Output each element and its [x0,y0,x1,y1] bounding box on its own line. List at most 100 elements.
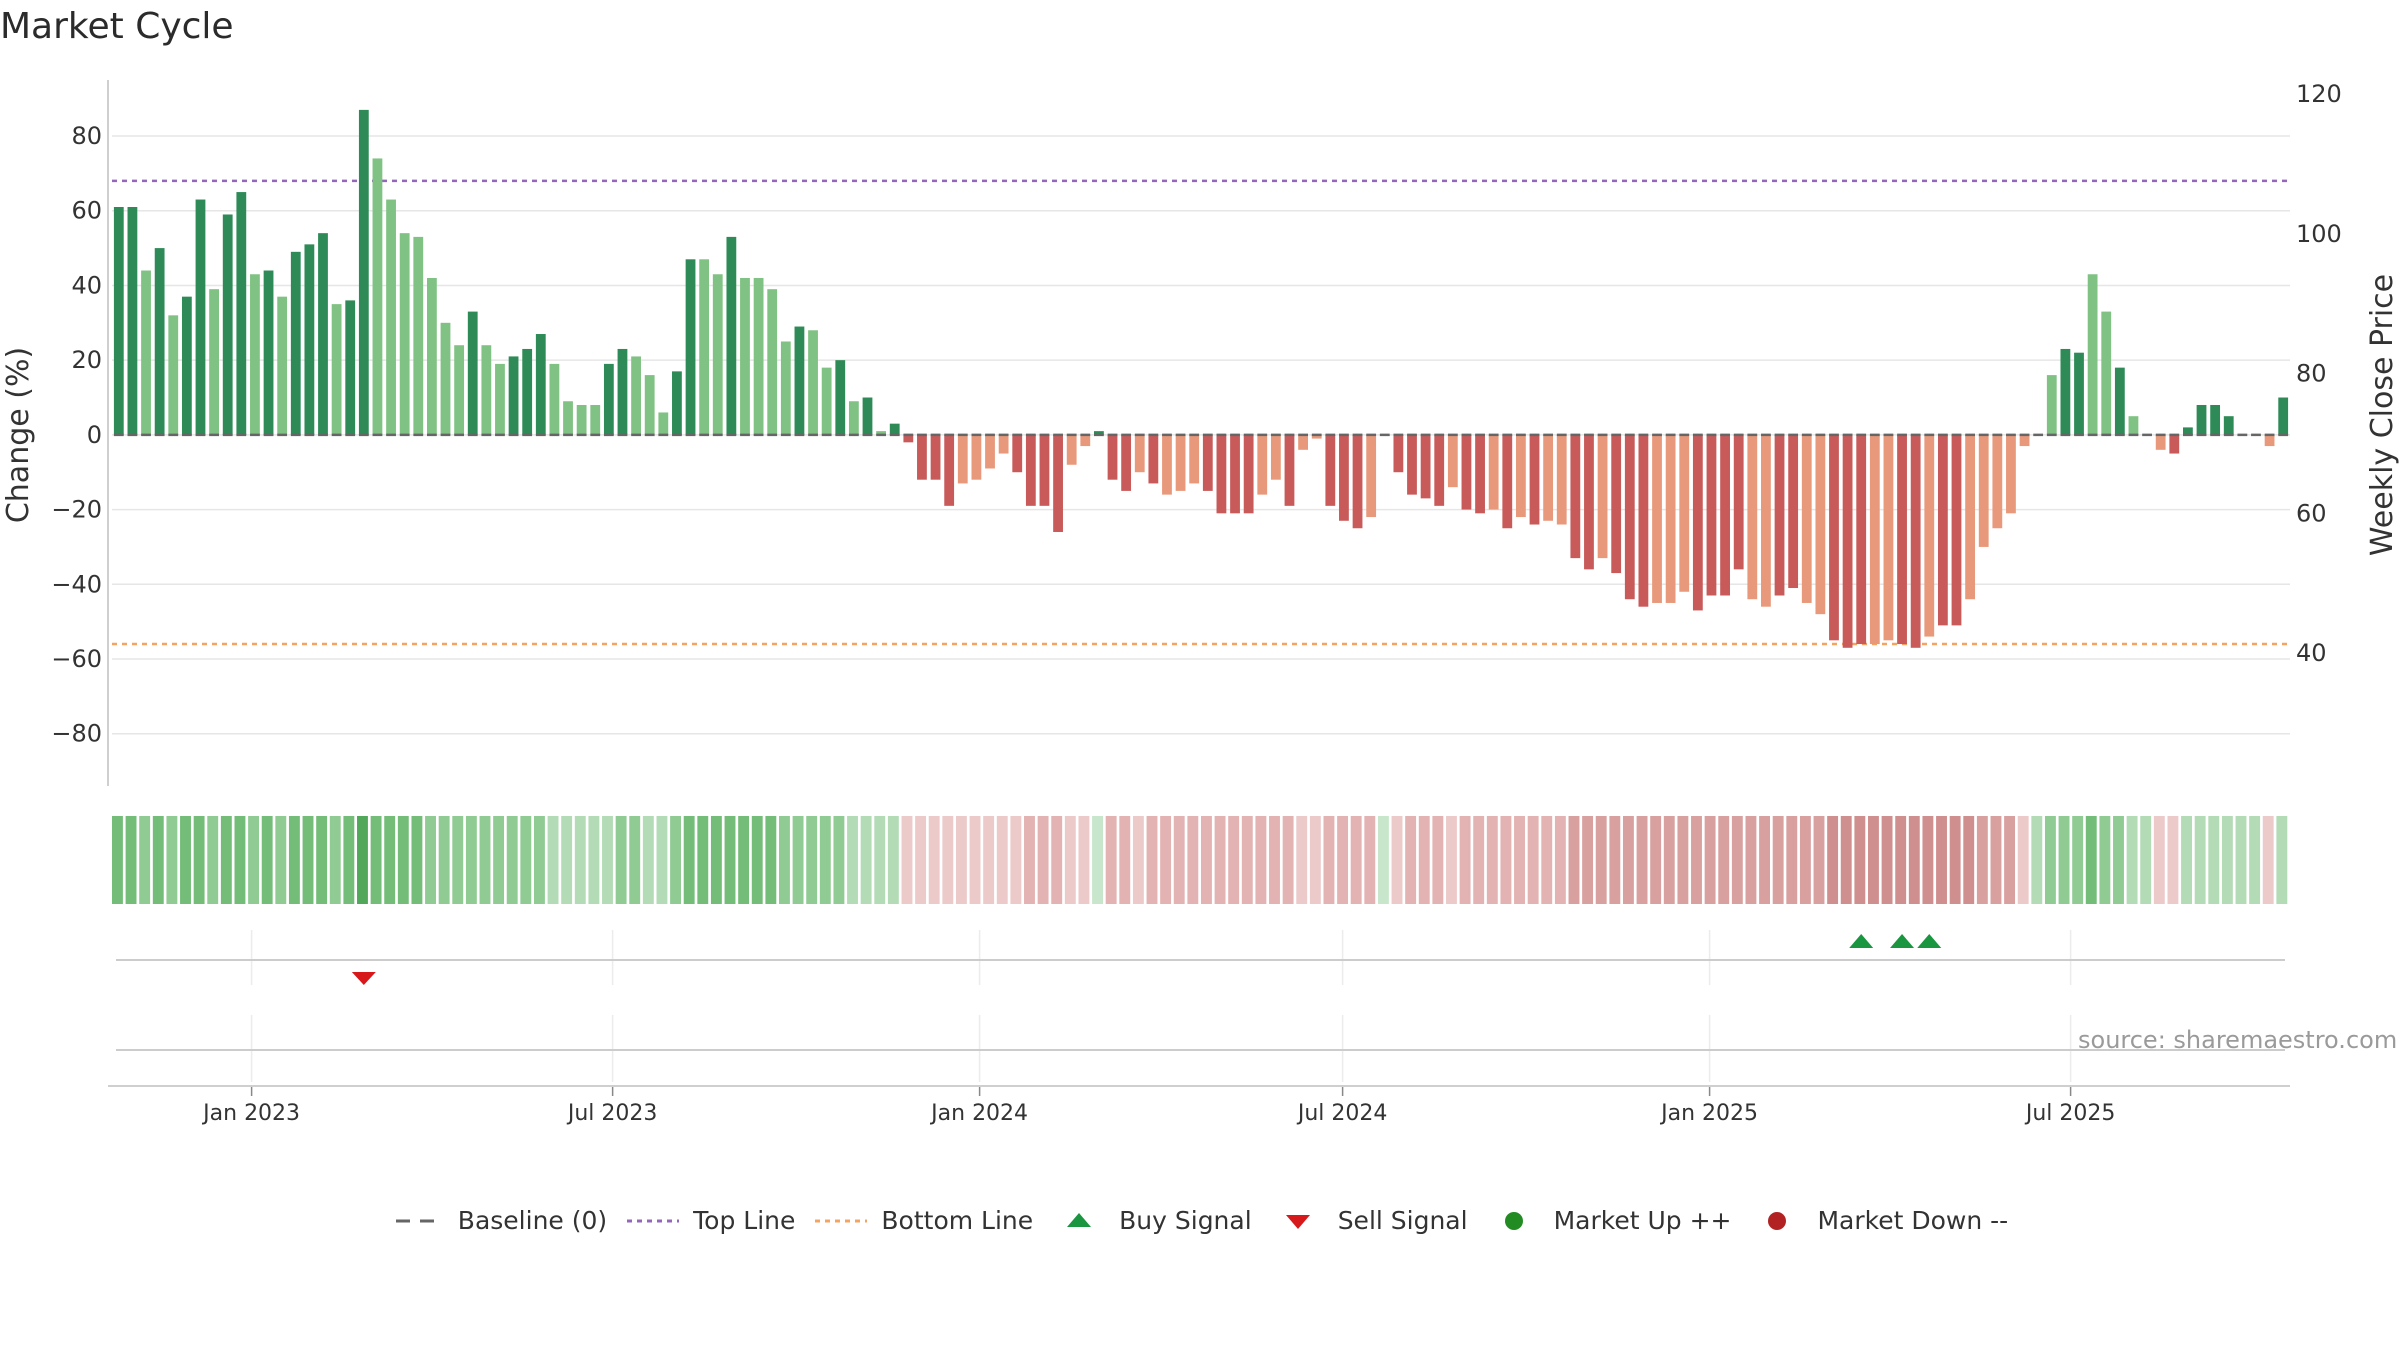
bar [1216,434,1227,514]
heat-cell [2031,816,2043,904]
bar [154,248,165,435]
bar [1461,434,1472,510]
heat-cell [329,816,341,904]
bar [644,375,655,435]
heat-cell [1854,816,1866,904]
legend-label-bottom-line: Bottom Line [881,1206,1034,1235]
bar [726,236,737,435]
y-tick-left: 0 [87,421,102,449]
bar [2060,348,2071,435]
bar [1774,434,1785,596]
heat-cell [1868,816,1879,904]
bar [862,397,873,435]
heat-cell [2181,816,2192,904]
bar [1706,434,1717,596]
bar [2196,404,2207,435]
bar [2006,434,2016,514]
heat-cell [2235,816,2247,904]
market-up-dot-icon [1504,1211,1523,1230]
heat-cell [1377,816,1389,904]
bar [1652,434,1662,603]
heat-cell [1786,816,1798,904]
heat-cell [1037,816,1049,904]
bar [1325,434,1336,506]
bar [576,404,587,435]
bar [222,214,233,435]
bar [835,360,846,435]
heat-cell [465,816,477,904]
heat-cell [302,816,314,904]
bar [2169,434,2180,454]
heat-cell [261,816,273,904]
heat-cell [765,816,777,904]
bar [1475,434,1485,514]
x-tick-label: Jul 2025 [2024,1101,2116,1126]
bar [1692,434,1703,611]
bar [127,207,138,435]
bar [181,296,192,435]
bar [2155,434,2166,450]
y-tick-left: 80 [71,122,102,150]
bar [1529,434,1540,525]
heat-cell [2085,816,2097,904]
heat-cell [1064,816,1076,904]
bar [1788,434,1799,589]
heat-cell [1949,816,1961,904]
bar [1842,434,1853,648]
legend-item-market-down: Market Down -- [1751,1206,2008,1235]
bar [699,259,710,435]
heat-cell [615,816,627,904]
bar [1570,434,1581,559]
heat-cell [1595,816,1607,904]
heat-cell [1323,816,1335,904]
bar [168,315,179,435]
heat-cell [1541,816,1553,904]
bar [1366,434,1377,518]
bar [1270,434,1281,480]
bar [1665,434,1676,603]
bar [1624,434,1635,600]
y-tick-left: −60 [51,645,102,673]
bar [1053,434,1063,532]
heat-cell [996,816,1008,904]
bar [358,109,369,435]
heat-cell [2058,816,2070,904]
bar [263,270,274,435]
bar [304,244,315,435]
heat-cell [1078,816,1090,904]
source-note: source: sharemaestro.com [2078,1026,2397,1054]
bar [1924,434,1935,637]
bar [1720,434,1730,596]
bar [617,348,628,435]
bar [780,341,791,435]
bar [957,434,968,484]
heat-cell [1881,816,1893,904]
bar [1829,434,1839,641]
bar [495,363,505,435]
chart-title: Market Cycle [0,6,234,47]
bar [467,311,478,435]
heat-cell [425,816,436,904]
heat-cell [411,816,423,904]
bar [1352,434,1363,529]
bar [113,207,124,435]
bar [1094,431,1104,435]
heat-cell [166,816,178,904]
bar [141,270,151,435]
legend-item-buy-signal: Buy Signal [1053,1206,1252,1235]
bar [767,289,778,435]
bar [2128,416,2139,435]
heat-cell [1936,816,1947,904]
heat-cell [139,816,151,904]
bar [2074,352,2084,435]
heat-cell [370,816,382,904]
bar [2183,427,2193,435]
heat-cell [1296,816,1308,904]
heat-cell [819,816,831,904]
bar [1039,434,1050,506]
bar [2278,397,2289,435]
y-tick-right: 100 [2296,220,2342,248]
heat-cell [316,816,328,904]
heat-cell [915,816,927,904]
heat-cell [860,816,872,904]
